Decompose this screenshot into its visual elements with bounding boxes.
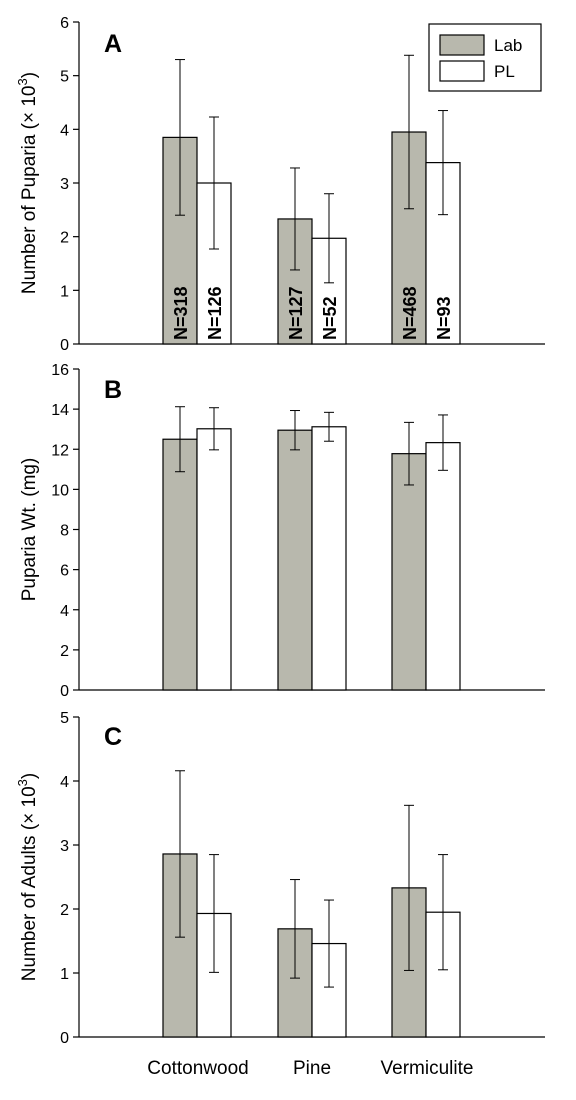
y-tick-label: 3 — [60, 838, 69, 855]
y-tick-label: 2 — [60, 230, 69, 247]
y-tick-label: 3 — [60, 176, 69, 193]
bar-pl — [311, 426, 347, 691]
panel-letter: C — [104, 723, 122, 751]
x-category-label: Cottonwood — [147, 1058, 248, 1079]
y-tick-label: 12 — [51, 442, 69, 459]
y-axis-title-close: ) — [19, 72, 40, 78]
legend: Lab PL — [428, 23, 542, 92]
bar-pl — [425, 442, 461, 691]
y-axis-title-close: ) — [19, 773, 40, 779]
y-axis-title: Number of Puparia (× 103) — [15, 72, 40, 294]
bar-lab — [391, 453, 427, 691]
panel-letter: A — [104, 30, 122, 58]
y-axis-title-superscript: 3 — [15, 779, 30, 786]
y-tick-label: 2 — [60, 902, 69, 919]
y-tick-label: 10 — [51, 482, 69, 499]
y-axis-title-text: Puparia Wt. (mg) — [19, 458, 40, 602]
y-axis-title-text: Number of Adults (× 10 — [19, 786, 40, 981]
n-label: N=318 — [171, 286, 191, 340]
x-category-label: Vermiculite — [381, 1058, 474, 1079]
y-tick-label: 14 — [51, 402, 69, 419]
y-axis-title: Puparia Wt. (mg) — [19, 458, 40, 602]
bar-pl — [196, 428, 232, 691]
legend-label-pl: PL — [494, 62, 515, 81]
y-tick-label: 16 — [51, 362, 69, 379]
bar-lab — [277, 429, 313, 691]
y-tick-label: 8 — [60, 523, 69, 540]
y-tick-label: 0 — [60, 683, 69, 700]
y-axis-title: Number of Adults (× 103) — [15, 773, 40, 981]
y-tick-label: 2 — [60, 643, 69, 660]
n-label: N=127 — [286, 286, 306, 340]
panel-b: 0 2 4 6 8 10 12 14 16 Puparia Wt. (mg) B — [19, 362, 545, 700]
y-tick-label: 6 — [60, 563, 69, 580]
legend-swatch-pl — [439, 60, 485, 82]
y-tick-label: 4 — [60, 603, 69, 620]
legend-label-lab: Lab — [494, 36, 522, 55]
bar-lab — [162, 438, 198, 691]
y-tick-label: 6 — [60, 15, 69, 32]
panel-letter: B — [104, 376, 122, 404]
y-tick-label: 5 — [60, 69, 69, 86]
x-category-label: Pine — [293, 1058, 331, 1079]
n-label: N=52 — [320, 296, 340, 340]
legend-swatch-lab — [439, 34, 485, 56]
n-label: N=93 — [434, 296, 454, 340]
y-tick-label: 0 — [60, 1030, 69, 1047]
y-axis-title-superscript: 3 — [15, 78, 30, 85]
y-tick-label: 4 — [60, 122, 69, 139]
y-axis-title-text: Number of Puparia (× 10 — [19, 85, 40, 294]
y-tick-label: 5 — [60, 710, 69, 727]
y-tick-label: 4 — [60, 774, 69, 791]
y-tick-label: 0 — [60, 337, 69, 354]
y-tick-label: 1 — [60, 966, 69, 983]
n-label: N=126 — [205, 286, 225, 340]
y-tick-label: 1 — [60, 283, 69, 300]
n-label: N=468 — [400, 286, 420, 340]
